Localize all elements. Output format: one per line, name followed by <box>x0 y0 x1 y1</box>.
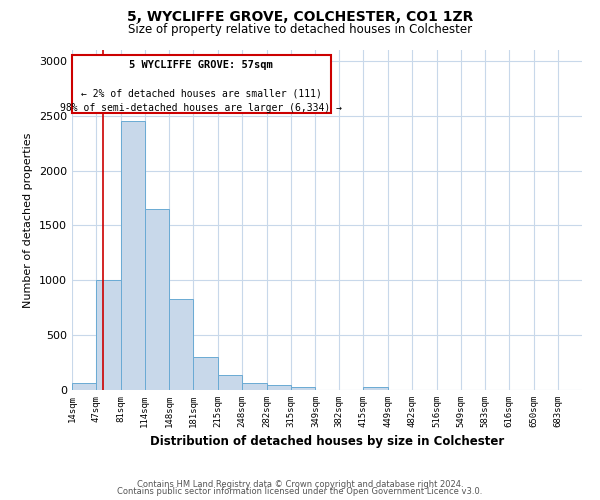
FancyBboxPatch shape <box>72 56 331 112</box>
Text: Contains HM Land Registry data © Crown copyright and database right 2024.: Contains HM Land Registry data © Crown c… <box>137 480 463 489</box>
Text: 5 WYCLIFFE GROVE: 57sqm: 5 WYCLIFFE GROVE: 57sqm <box>130 60 273 70</box>
Bar <box>121 122 145 390</box>
X-axis label: Distribution of detached houses by size in Colchester: Distribution of detached houses by size … <box>150 436 504 448</box>
Text: Contains public sector information licensed under the Open Government Licence v3: Contains public sector information licen… <box>118 487 482 496</box>
Bar <box>72 383 96 390</box>
Bar <box>242 384 267 390</box>
Bar <box>169 299 193 390</box>
Bar <box>193 357 218 390</box>
Text: Size of property relative to detached houses in Colchester: Size of property relative to detached ho… <box>128 22 472 36</box>
Bar <box>267 385 290 390</box>
Text: ← 2% of detached houses are smaller (111): ← 2% of detached houses are smaller (111… <box>81 89 322 99</box>
Text: 98% of semi-detached houses are larger (6,334) →: 98% of semi-detached houses are larger (… <box>61 103 343 113</box>
Y-axis label: Number of detached properties: Number of detached properties <box>23 132 34 308</box>
Text: 5, WYCLIFFE GROVE, COLCHESTER, CO1 1ZR: 5, WYCLIFFE GROVE, COLCHESTER, CO1 1ZR <box>127 10 473 24</box>
Bar <box>364 386 388 390</box>
Bar <box>145 209 169 390</box>
Bar <box>290 386 316 390</box>
Bar <box>218 374 242 390</box>
Bar <box>96 280 121 390</box>
